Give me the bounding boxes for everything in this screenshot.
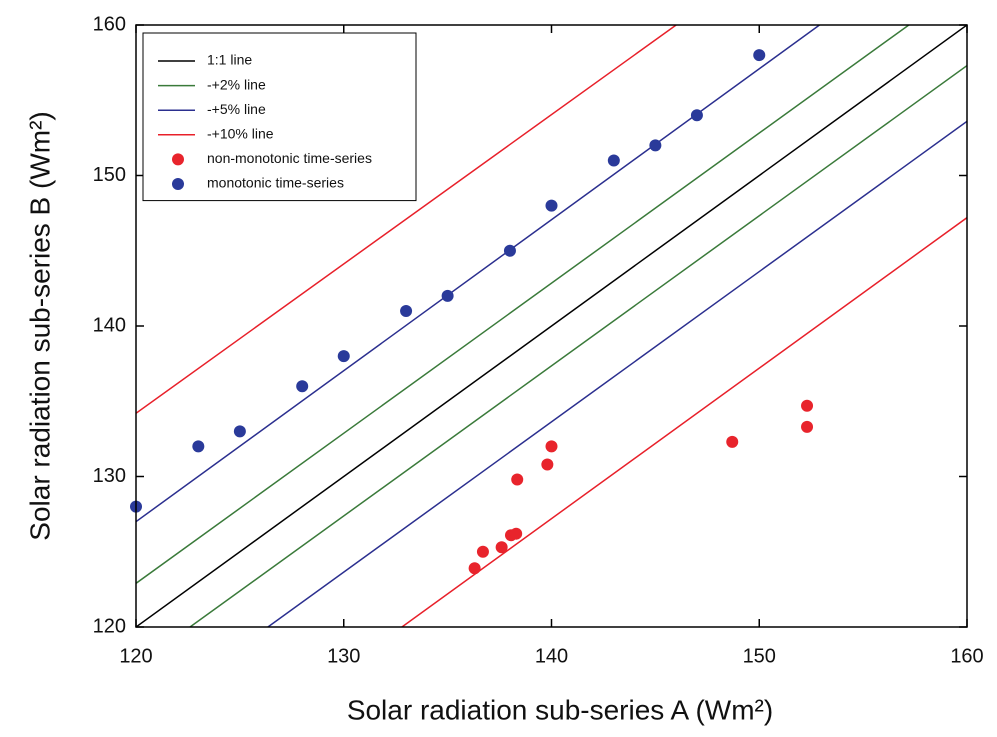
legend-label: -+5% line	[207, 101, 266, 117]
data-point	[441, 289, 454, 302]
legend-label: 1:1 line	[207, 52, 252, 68]
data-point	[690, 109, 703, 122]
data-point	[607, 154, 620, 167]
y-tick-label: 160	[93, 13, 126, 35]
legend-swatch	[172, 153, 184, 166]
data-point	[495, 541, 508, 554]
data-point	[541, 458, 554, 471]
data-point	[400, 304, 413, 317]
y-axis-label: Solar radiation sub-series B (Wm²)	[24, 111, 55, 540]
data-point	[545, 199, 558, 212]
data-point	[753, 49, 766, 62]
data-point	[545, 440, 558, 453]
x-axis-label: Solar radiation sub-series A (Wm²)	[347, 694, 773, 725]
x-tick-label: 150	[743, 645, 776, 667]
reference-line	[136, 25, 967, 627]
data-point	[476, 545, 489, 558]
y-tick-label: 140	[93, 314, 126, 336]
x-tick-label: 130	[327, 645, 360, 667]
data-point	[296, 380, 309, 393]
legend-label: -+10% line	[207, 126, 274, 142]
reference-line	[136, 25, 967, 627]
reference-line	[136, 25, 967, 627]
data-point	[511, 473, 524, 486]
legend-label: monotonic time-series	[207, 175, 344, 191]
data-point	[649, 139, 662, 152]
y-tick-label: 150	[93, 164, 126, 186]
y-tick-label: 120	[93, 615, 126, 637]
data-point	[233, 425, 246, 438]
legend-swatch	[172, 178, 184, 190]
reference-line	[136, 25, 967, 627]
data-point	[801, 420, 814, 433]
data-point	[192, 440, 205, 453]
data-point	[801, 399, 814, 412]
data-point	[337, 350, 350, 363]
legend-label: -+2% line	[207, 76, 266, 92]
x-tick-label: 140	[535, 645, 568, 667]
legend-label: non-monotonic time-series	[207, 150, 372, 166]
data-point	[510, 527, 523, 540]
data-point	[503, 244, 516, 257]
data-point	[468, 562, 481, 575]
x-tick-label: 120	[119, 645, 152, 667]
y-tick-label: 130	[93, 465, 126, 487]
data-point	[726, 435, 739, 448]
x-tick-label: 160	[950, 645, 983, 667]
